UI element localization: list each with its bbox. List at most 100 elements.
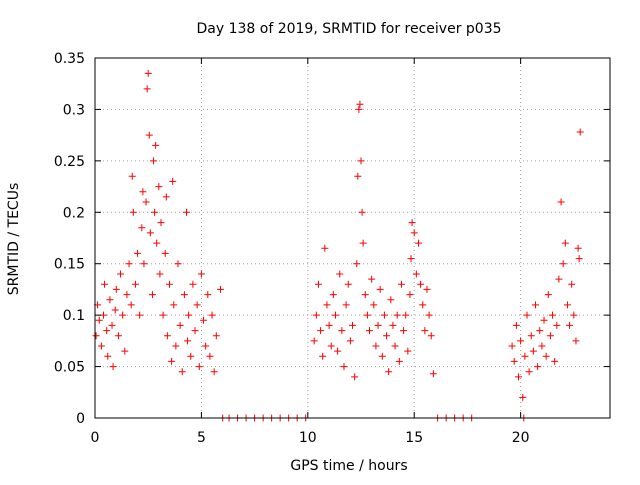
data-point <box>555 275 563 283</box>
data-point <box>140 260 148 268</box>
data-point <box>327 342 335 350</box>
data-point <box>208 311 216 319</box>
data-point <box>165 280 173 288</box>
data-point <box>544 291 552 299</box>
data-point <box>95 316 103 324</box>
data-point <box>325 321 333 329</box>
data-point <box>407 255 415 263</box>
x-tick-label: 10 <box>299 430 317 446</box>
data-point <box>351 373 359 381</box>
data-point <box>119 311 127 319</box>
x-tick-label: 20 <box>512 430 530 446</box>
data-point <box>355 105 363 113</box>
data-point <box>183 208 191 216</box>
y-tick-label: 0.15 <box>54 257 85 273</box>
data-point <box>134 249 142 257</box>
data-point <box>372 342 380 350</box>
data-point <box>417 280 425 288</box>
data-point <box>551 357 559 365</box>
data-point <box>319 352 327 360</box>
data-point <box>576 128 584 136</box>
data-point <box>349 321 356 329</box>
data-point <box>170 301 178 309</box>
data-point <box>145 131 153 139</box>
data-point <box>542 352 550 360</box>
data-point <box>523 311 531 319</box>
data-point <box>212 332 220 340</box>
data-point <box>153 239 161 247</box>
data-point <box>204 291 212 299</box>
data-point <box>427 332 435 340</box>
data-point <box>321 244 329 252</box>
data-point <box>146 229 154 237</box>
data-point <box>546 332 554 340</box>
data-point <box>534 363 542 371</box>
data-point <box>152 141 160 149</box>
data-point <box>101 280 109 288</box>
data-point <box>397 280 405 288</box>
y-tick-label: 0.25 <box>54 154 85 170</box>
data-point <box>157 219 165 227</box>
data-point <box>127 301 135 309</box>
data-point <box>106 296 114 304</box>
data-point <box>514 373 522 381</box>
data-point <box>395 357 403 365</box>
data-point <box>366 327 374 335</box>
data-point <box>159 311 167 319</box>
data-point <box>574 244 582 252</box>
data-point <box>189 280 197 288</box>
data-point <box>155 183 163 191</box>
data-point <box>151 208 159 216</box>
x-tick-label: 15 <box>405 430 423 446</box>
data-point <box>383 332 391 340</box>
y-tick-label: 0.1 <box>63 308 85 324</box>
data-point <box>385 368 393 376</box>
data-point <box>176 321 184 329</box>
data-point <box>202 342 210 350</box>
data-point <box>521 352 529 360</box>
data-point <box>331 311 339 319</box>
data-point <box>553 321 561 329</box>
data-point <box>393 311 401 319</box>
y-tick-label: 0.3 <box>63 102 85 118</box>
data-point <box>131 280 139 288</box>
data-point <box>148 291 156 299</box>
data-point <box>128 172 136 180</box>
data-point <box>406 291 414 299</box>
data-point <box>340 363 348 371</box>
data-point <box>314 280 322 288</box>
data-point <box>217 285 225 293</box>
data-point <box>180 291 188 299</box>
data-point <box>342 301 350 309</box>
data-point <box>144 69 152 77</box>
data-point <box>136 311 144 319</box>
data-point <box>527 332 535 340</box>
data-point <box>346 337 354 345</box>
data-point <box>519 393 527 401</box>
data-point <box>532 301 540 309</box>
data-point <box>357 157 365 165</box>
data-point <box>114 332 122 340</box>
data-point <box>429 370 437 378</box>
data-point <box>92 332 100 340</box>
data-point <box>143 85 151 93</box>
data-point <box>549 311 557 319</box>
data-point <box>125 260 133 268</box>
data-point <box>363 311 371 319</box>
data-point <box>408 219 416 227</box>
data-point <box>540 316 548 324</box>
data-point <box>536 327 544 335</box>
data-point <box>310 337 318 345</box>
data-point <box>104 352 112 360</box>
data-point <box>368 275 376 283</box>
data-point <box>317 327 325 335</box>
data-point <box>161 249 169 257</box>
data-point <box>129 208 137 216</box>
data-point <box>423 285 431 293</box>
data-point <box>358 208 366 216</box>
data-point <box>575 255 583 263</box>
data-point <box>200 316 208 324</box>
y-tick-label: 0.2 <box>63 205 85 221</box>
